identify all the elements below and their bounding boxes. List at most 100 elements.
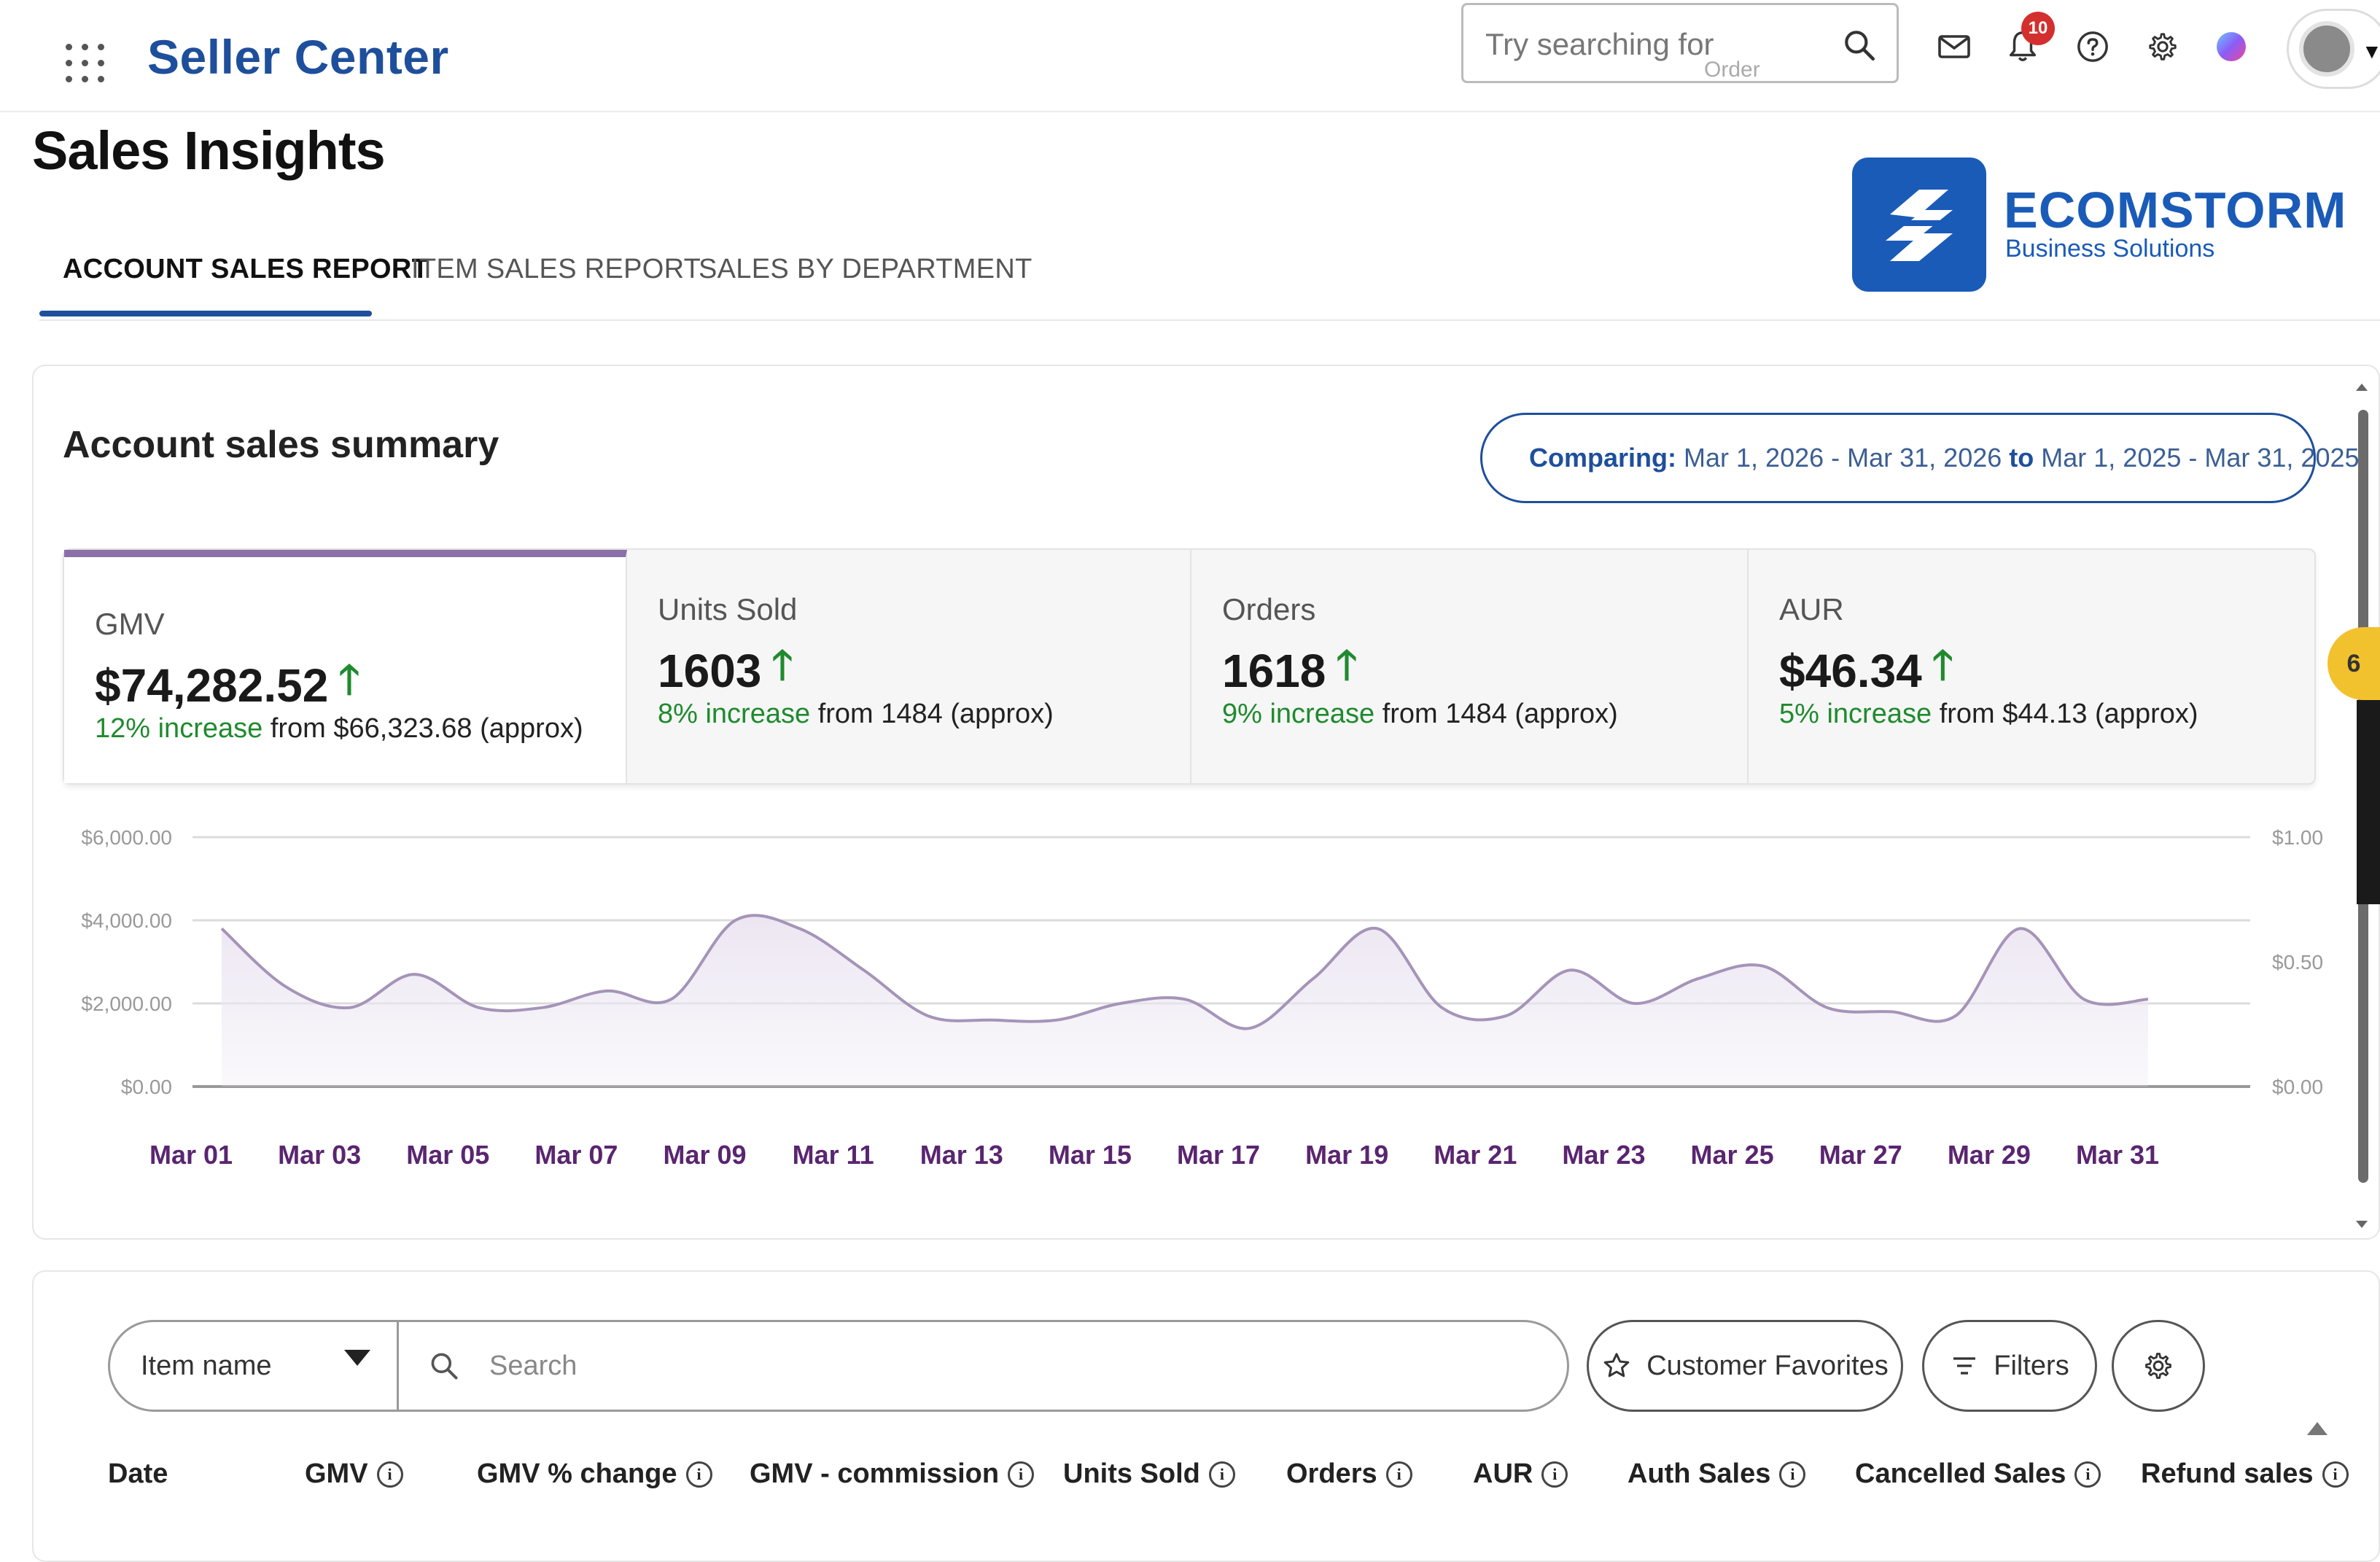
column-header-date[interactable]: Date bbox=[108, 1458, 168, 1490]
metric-change: 5% increase from $44.13 (approx) bbox=[1779, 699, 2198, 730]
scroll-up-icon[interactable] bbox=[2354, 379, 2370, 395]
column-header-gmv-commission[interactable]: GMV - commission i bbox=[750, 1458, 1035, 1490]
assistant-orb-icon[interactable] bbox=[2209, 25, 2253, 69]
table-settings-button[interactable] bbox=[2112, 1320, 2205, 1412]
y-right-tick-label: $0.00 bbox=[2272, 1076, 2323, 1098]
metric-value: $74,282.52 bbox=[95, 658, 329, 712]
metric-tile-orders[interactable]: Orders 1618 🡑 9% increase from 1484 (appr… bbox=[1191, 550, 1749, 783]
y-left-tick-label: $0.00 bbox=[121, 1076, 172, 1098]
info-icon[interactable]: i bbox=[1779, 1461, 1806, 1488]
gear-icon[interactable] bbox=[2141, 25, 2185, 69]
info-icon[interactable]: i bbox=[376, 1461, 403, 1488]
metric-change-pct: 5% increase bbox=[1779, 699, 1932, 729]
info-icon[interactable]: i bbox=[1385, 1461, 1412, 1488]
column-header-auth-sales[interactable]: Auth Sales i bbox=[1628, 1458, 1806, 1490]
x-tick-label: Mar 17 bbox=[1177, 1140, 1260, 1170]
ecomstorm-logo: ECOMSTORM Business Solutions bbox=[1852, 158, 2377, 292]
gear-icon bbox=[2145, 1353, 2171, 1379]
column-label: Units Sold bbox=[1063, 1458, 1200, 1489]
mail-icon[interactable] bbox=[1932, 25, 1976, 69]
x-tick-label: Mar 29 bbox=[1948, 1140, 2031, 1170]
top-bar: Seller Center Try searching for Order 10… bbox=[0, 0, 2380, 112]
item-table-card bbox=[32, 1270, 2380, 1562]
tab-item-sales-report[interactable]: ITEM SALES REPORT bbox=[411, 254, 701, 284]
metric-change: 12% increase from $66,323.68 (approx) bbox=[95, 713, 583, 745]
arrow-up-icon: 🡑 bbox=[771, 642, 793, 688]
tab-account-sales-report[interactable]: ACCOUNT SALES REPORT bbox=[63, 254, 429, 284]
filter-field-value: Item name bbox=[141, 1350, 272, 1381]
metric-change: 9% increase from 1484 (approx) bbox=[1222, 699, 1618, 730]
info-icon[interactable]: i bbox=[1541, 1461, 1568, 1488]
metric-value: $46.34 bbox=[1779, 644, 1922, 697]
info-icon[interactable]: i bbox=[1208, 1461, 1235, 1488]
date-compare-button[interactable]: Comparing: Mar 1, 2026 - Mar 31, 2026 to… bbox=[1480, 413, 2360, 503]
logo-mark-icon bbox=[1852, 158, 1986, 292]
metric-value-row: $74,282.52 🡑 bbox=[95, 650, 359, 720]
star-icon bbox=[1603, 1353, 1630, 1378]
search-placeholder: Try searching for bbox=[1485, 27, 1714, 61]
metric-change-pct: 8% increase bbox=[658, 699, 811, 729]
column-header-gmv-change[interactable]: GMV % change i bbox=[477, 1458, 712, 1490]
metric-tile-gmv[interactable]: GMV $74,282.52 🡑 12% increase from $66,32… bbox=[64, 550, 627, 783]
brand-title[interactable]: Seller Center bbox=[147, 30, 449, 84]
side-panel-tab[interactable] bbox=[2357, 700, 2380, 904]
metric-change: 8% increase from 1484 (approx) bbox=[658, 699, 1054, 730]
info-icon[interactable]: i bbox=[1008, 1461, 1035, 1488]
column-header-gmv[interactable]: GMV i bbox=[305, 1458, 403, 1490]
customer-favorites-label: Customer Favorites bbox=[1646, 1350, 1889, 1381]
apps-grid-icon[interactable] bbox=[66, 44, 106, 85]
side-feedback-badge[interactable]: 6 bbox=[2328, 627, 2380, 700]
tab-sales-by-department[interactable]: SALES BY DEPARTMENT bbox=[699, 254, 1032, 284]
x-tick-label: Mar 21 bbox=[1434, 1140, 1517, 1170]
search-icon[interactable] bbox=[1841, 27, 1878, 63]
column-header-aur[interactable]: AUR i bbox=[1473, 1458, 1568, 1490]
search-hint: Order bbox=[1704, 58, 1760, 82]
metric-tiles: GMV $74,282.52 🡑 12% increase from $66,32… bbox=[63, 548, 2316, 785]
help-icon[interactable] bbox=[2071, 25, 2115, 69]
page-title: Sales Insights bbox=[32, 120, 386, 181]
x-tick-label: Mar 31 bbox=[2076, 1140, 2159, 1170]
table-search-input[interactable]: Search bbox=[397, 1320, 1569, 1412]
logo-subtitle: Business Solutions bbox=[2005, 235, 2215, 263]
metric-tile-units-sold[interactable]: Units Sold 1603 🡑 8% increase from 1484 (… bbox=[627, 550, 1191, 783]
metric-change-rest: from 1484 (approx) bbox=[1382, 699, 1618, 729]
metric-change-pct: 12% increase bbox=[95, 713, 263, 744]
info-icon[interactable]: i bbox=[2074, 1461, 2101, 1488]
filters-button[interactable]: Filters bbox=[1922, 1320, 2097, 1412]
bell-icon[interactable]: 10 bbox=[2001, 12, 2055, 69]
filter-field-select[interactable]: Item name bbox=[108, 1320, 400, 1412]
info-icon[interactable]: i bbox=[2322, 1461, 2349, 1488]
table-header: Date GMV i GMV % change i GMV - commission… bbox=[108, 1458, 2368, 1502]
account-menu[interactable]: ▼ bbox=[2287, 9, 2380, 89]
metric-label: Units Sold bbox=[658, 592, 798, 626]
column-header-cancelled-sales[interactable]: Cancelled Sales i bbox=[1855, 1458, 2101, 1490]
column-header-units-sold[interactable]: Units Sold i bbox=[1063, 1458, 1235, 1490]
y-right-tick-label: $1.00 bbox=[2272, 826, 2323, 849]
account-sales-summary-card bbox=[32, 365, 2380, 1240]
avatar-icon bbox=[2299, 21, 2354, 77]
column-label: Refund sales bbox=[2141, 1458, 2314, 1489]
column-header-orders[interactable]: Orders i bbox=[1286, 1458, 1412, 1490]
x-tick-label: Mar 07 bbox=[534, 1140, 618, 1170]
column-label: GMV % change bbox=[477, 1458, 677, 1489]
table-search-placeholder: Search bbox=[489, 1350, 578, 1381]
filters-label: Filters bbox=[1994, 1350, 2069, 1381]
column-label: Auth Sales bbox=[1628, 1458, 1771, 1489]
column-label: Date bbox=[108, 1458, 168, 1489]
global-search-input[interactable]: Try searching for Order bbox=[1461, 3, 1899, 83]
x-tick-label: Mar 25 bbox=[1691, 1140, 1774, 1170]
x-tick-label: Mar 03 bbox=[278, 1140, 361, 1170]
column-header-refund-sales[interactable]: Refund sales i bbox=[2141, 1458, 2349, 1490]
table-scroll-up-icon[interactable] bbox=[2307, 1422, 2328, 1435]
scroll-down-icon[interactable] bbox=[2354, 1216, 2370, 1232]
series-area bbox=[222, 915, 2148, 1087]
customer-favorites-button[interactable]: Customer Favorites bbox=[1587, 1320, 1903, 1412]
metric-label: Orders bbox=[1222, 592, 1316, 626]
report-tabs: ACCOUNT SALES REPORT ITEM SALES REPORT S… bbox=[39, 241, 2380, 321]
info-icon[interactable]: i bbox=[685, 1461, 712, 1488]
metric-tile-aur[interactable]: AUR $46.34 🡑 5% increase from $44.13 (app… bbox=[1749, 550, 2314, 783]
metric-change-pct: 9% increase bbox=[1222, 699, 1375, 729]
range-current: Mar 1, 2026 - Mar 31, 2026 bbox=[1684, 443, 2002, 473]
compare-to: to bbox=[2009, 443, 2034, 473]
arrow-up-icon: 🡑 bbox=[338, 656, 360, 702]
